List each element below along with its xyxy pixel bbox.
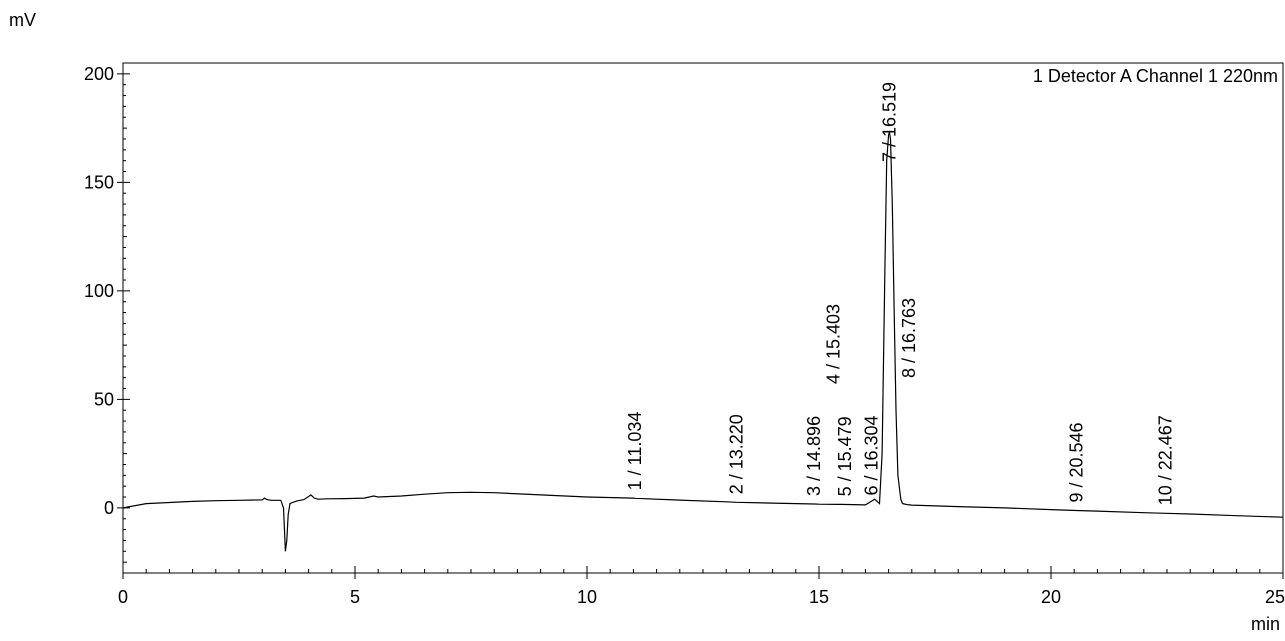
y-tick-label: 100: [84, 281, 114, 301]
x-tick-label: 20: [1041, 587, 1061, 607]
x-tick-label: 25: [1265, 587, 1285, 607]
peak-label: 6 / 16.304: [862, 415, 882, 495]
x-tick-label: 5: [350, 587, 360, 607]
peak-label: 5 / 15.479: [835, 416, 855, 496]
peak-label: 7 / 16.519: [879, 82, 899, 162]
y-tick-label: 200: [84, 64, 114, 84]
y-tick-label: 150: [84, 172, 114, 192]
x-tick-label: 0: [118, 587, 128, 607]
x-axis-unit-label: min: [1251, 614, 1280, 634]
peak-label: 3 / 14.896: [804, 416, 824, 496]
y-axis-unit-label: mV: [9, 10, 36, 30]
legend-series-name: 1 Detector A Channel 1 220nm: [1033, 66, 1278, 86]
peak-label: 1 / 11.034: [625, 412, 645, 491]
plot-frame: [122, 62, 1284, 574]
peak-label: 2 / 13.220: [726, 414, 746, 494]
x-tick-label: 15: [809, 587, 829, 607]
peak-label: 8 / 16.763: [899, 298, 919, 378]
y-tick-label: 0: [104, 498, 114, 518]
peak-label: 9 / 20.546: [1066, 422, 1086, 502]
x-tick-label: 10: [577, 587, 597, 607]
peak-label: 4 / 15.403: [824, 304, 844, 384]
peak-label: 10 / 22.467: [1155, 415, 1175, 505]
signal-trace: [122, 130, 1284, 552]
y-tick-label: 50: [94, 389, 114, 409]
